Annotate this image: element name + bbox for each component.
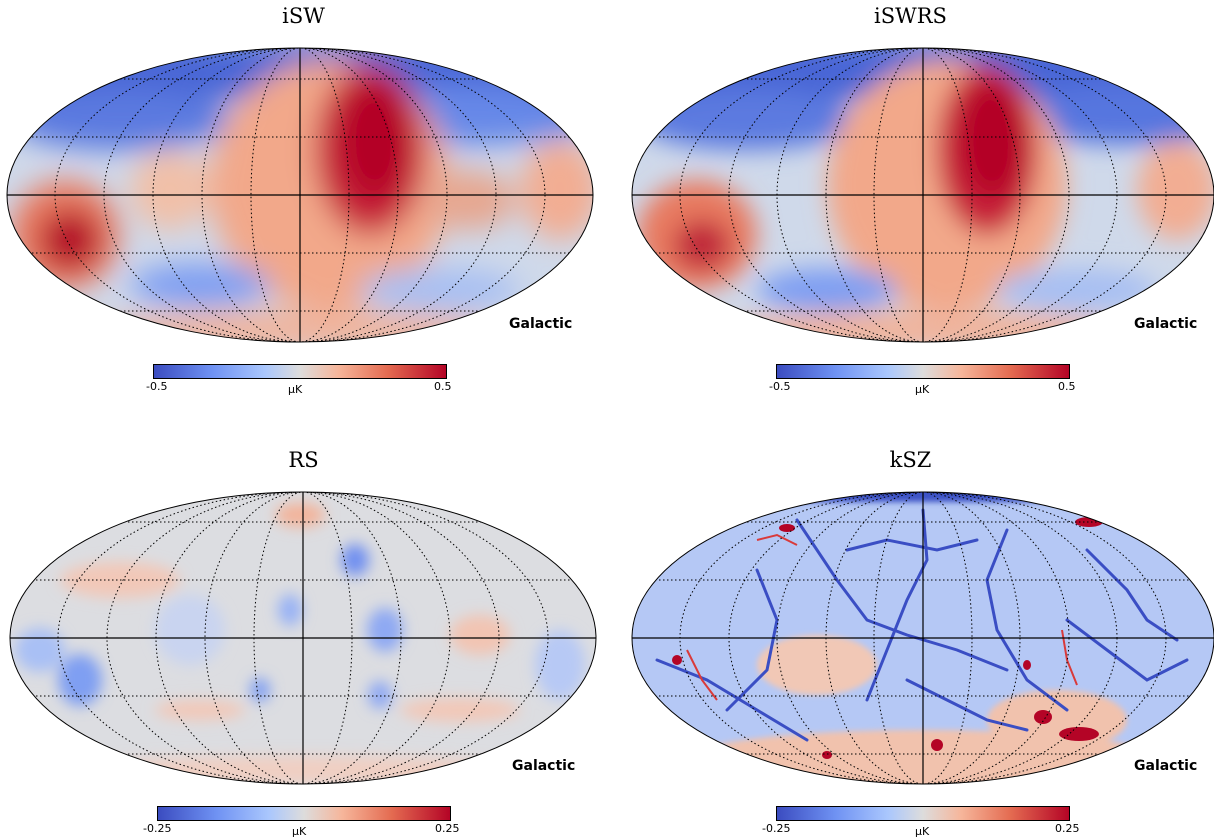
colorbar-max: 0.25 [435,822,460,835]
panel-title: iSW [282,4,325,28]
colorbar [776,364,1070,379]
colorbar-max: 0.5 [434,380,452,393]
colorbar [157,806,451,821]
sky-map-ksz [632,492,1214,784]
coord-label: Galactic [509,316,573,332]
colorbar-max: 0.25 [1055,822,1080,835]
mollweide-map [9,491,597,785]
coord-label: Galactic [1134,316,1198,332]
colorbar [153,364,447,379]
colorbar-max: 0.5 [1058,380,1076,393]
colorbar-unit: μK [288,383,303,396]
panel-title: kSZ [889,448,932,472]
colorbar-min: -0.5 [146,380,168,393]
filament-network [655,508,1189,772]
colorbar-min: -0.25 [762,822,791,835]
coord-label: Galactic [512,758,576,774]
panel-rs: RS [0,420,607,840]
mollweide-map [631,47,1214,343]
colorbar-min: -0.5 [769,380,791,393]
panel-title: iSWRS [874,4,947,28]
panel-title: RS [288,448,319,472]
mollweide-map [631,491,1214,785]
colorbar-unit: μK [292,825,307,838]
colorbar-unit: μK [915,825,930,838]
panel-isw: iSW [0,0,607,420]
hot-spots [672,517,1103,759]
hot-filaments [686,533,1078,701]
colorbar-min: -0.25 [143,822,172,835]
panel-ksz: kSZ [607,420,1214,840]
colorbar [776,806,1070,821]
mollweide-map [6,47,594,343]
coord-label: Galactic [1134,758,1198,774]
sky-map-isw [7,48,593,342]
panel-iswrs: iSWRS [607,0,1214,420]
colorbar-unit: μK [915,383,930,396]
